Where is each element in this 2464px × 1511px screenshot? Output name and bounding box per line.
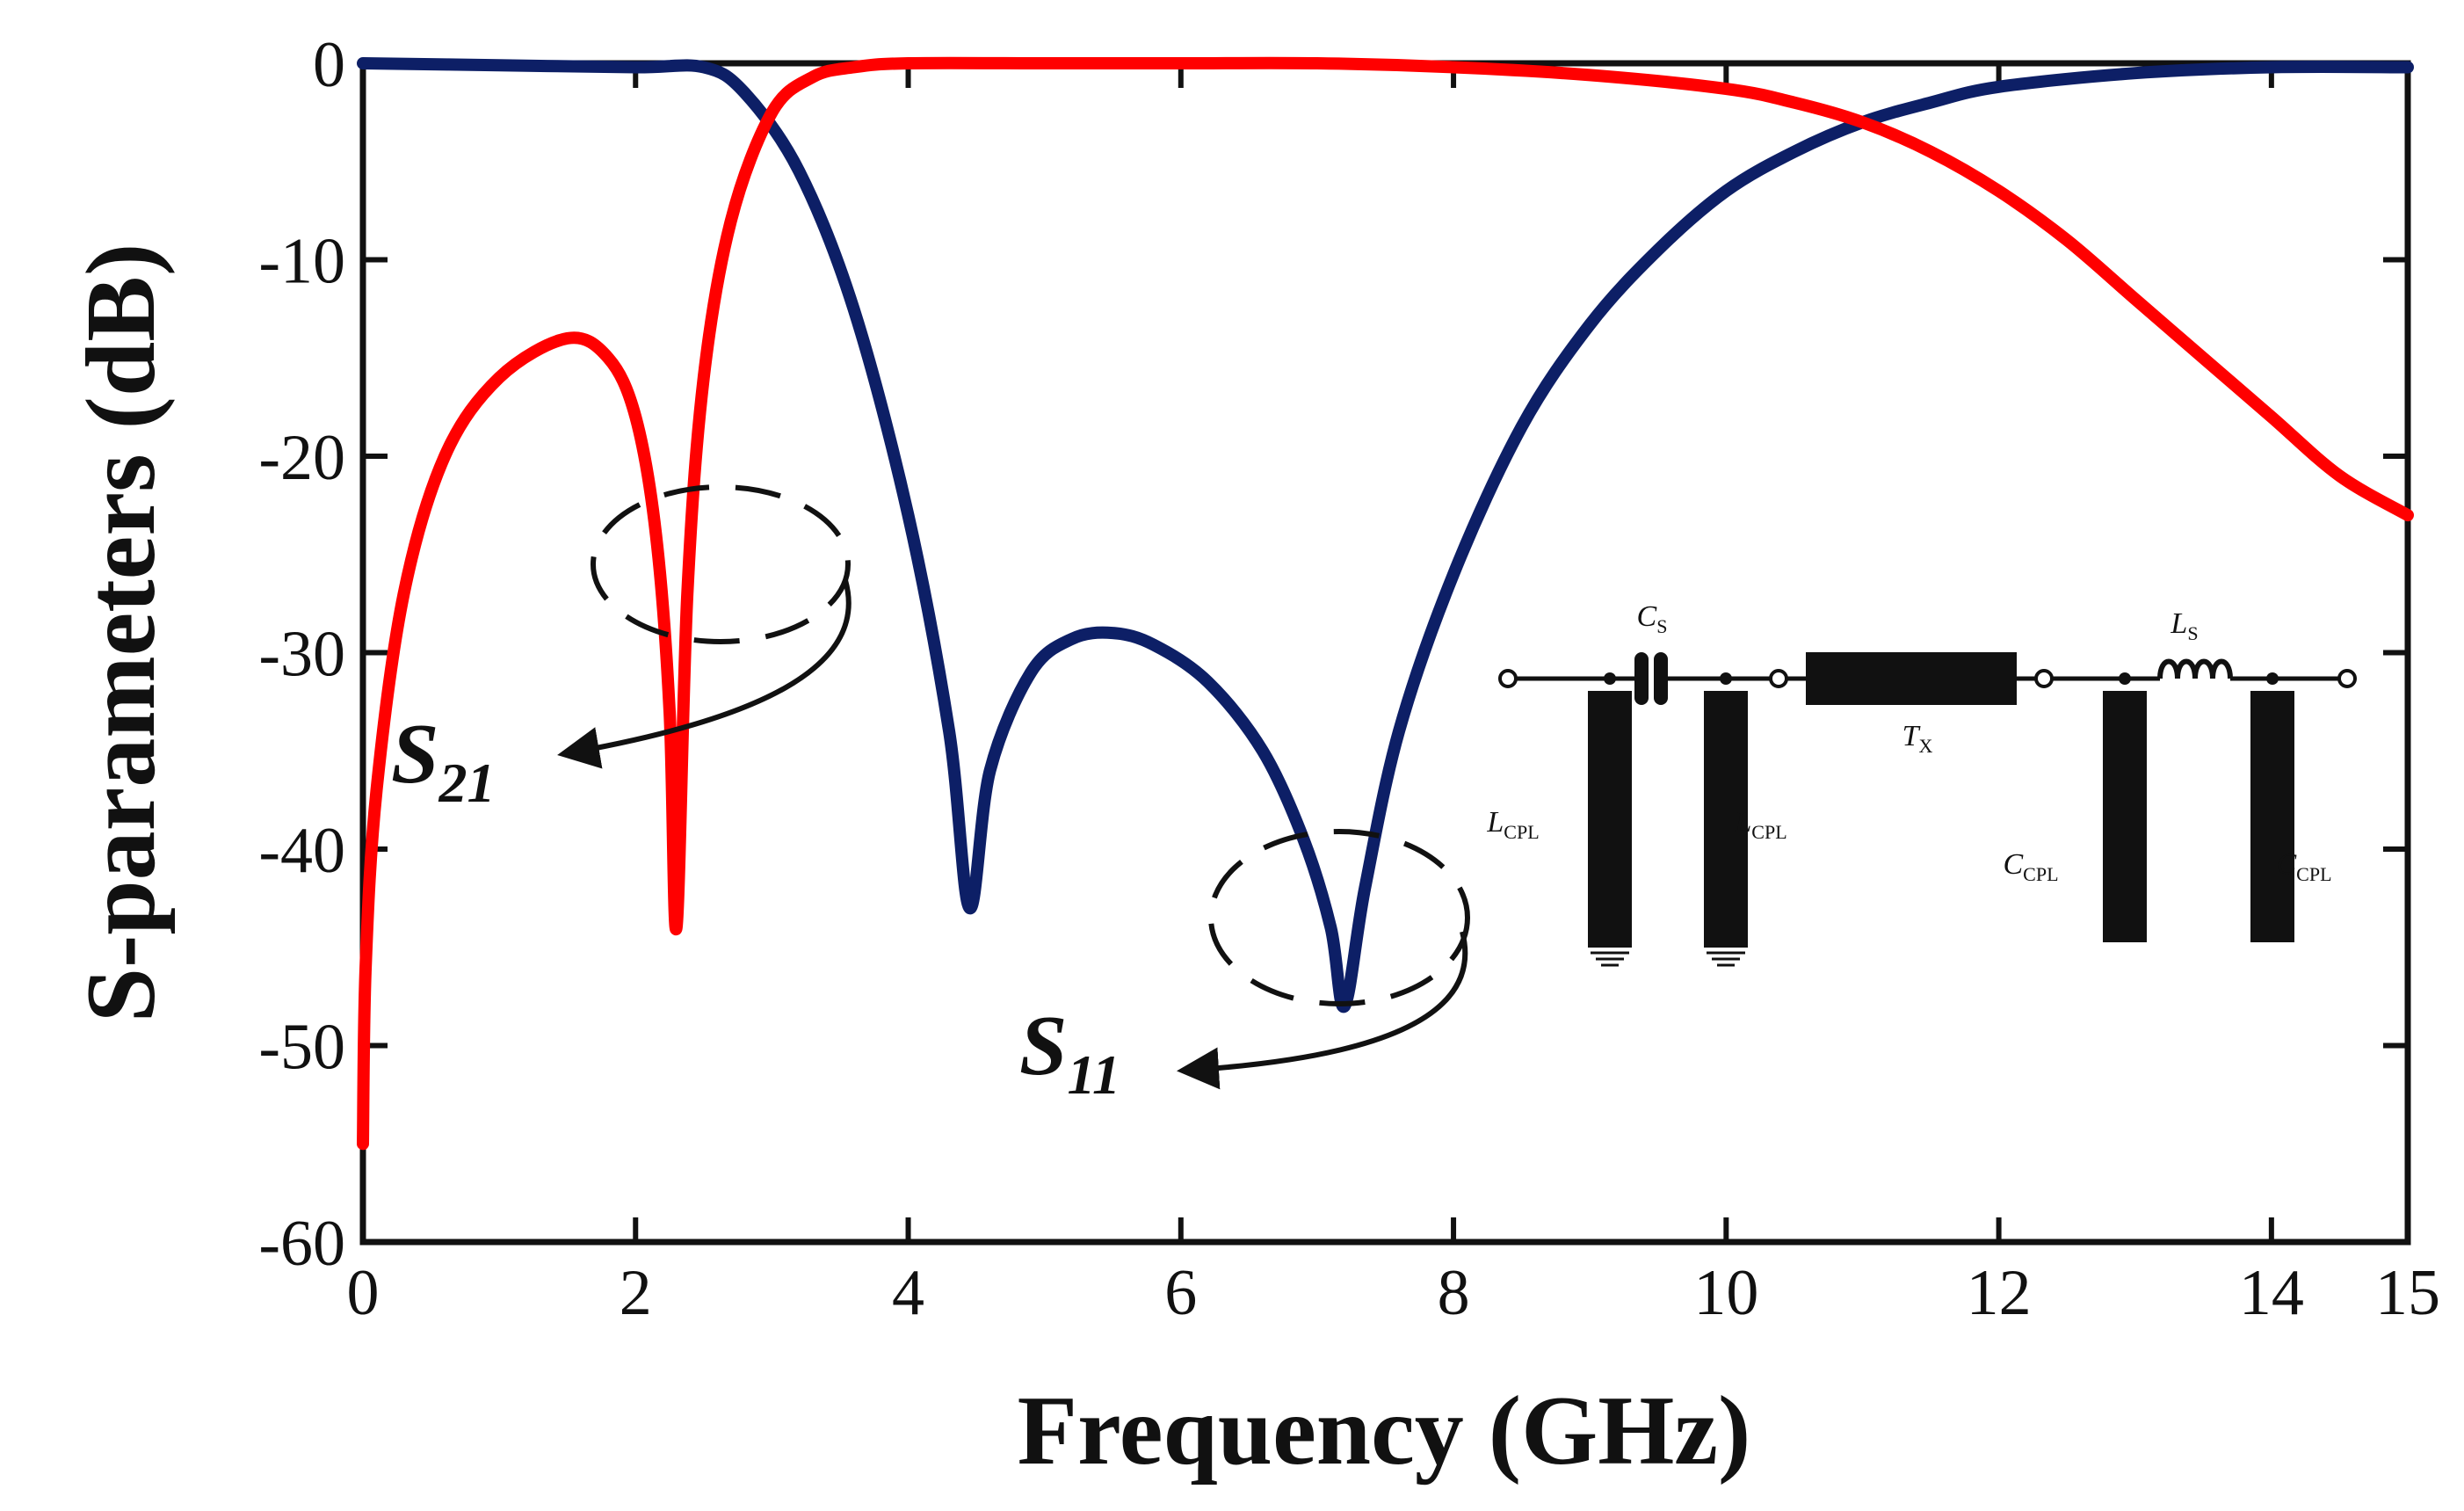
s21-arrow xyxy=(557,579,852,769)
series-line-s21 xyxy=(357,56,2414,1151)
circuit-label-sub: S xyxy=(1656,615,1667,637)
circuit-port xyxy=(2034,669,2054,688)
circuit-label-main: T xyxy=(1902,720,1921,752)
circuit-port xyxy=(1498,669,1518,688)
circuit-node xyxy=(1604,672,1616,685)
series-label-main: S xyxy=(1019,999,1068,1093)
circuit-label-sub: X xyxy=(1919,735,1933,757)
series-label-sub: 21 xyxy=(438,752,496,814)
y-tick-label: -30 xyxy=(258,619,345,691)
x-tick-label: 4 xyxy=(892,1257,924,1329)
x-tick-label: 12 xyxy=(1967,1257,2032,1329)
circuit-label: CS xyxy=(1637,600,1668,637)
x-tick-label: 10 xyxy=(1693,1257,1758,1329)
circuit-label: LS xyxy=(2170,607,2198,644)
inductor-coil xyxy=(2157,658,2233,679)
circuit-port xyxy=(2337,669,2357,688)
circuit-label-main: C xyxy=(2276,848,2296,881)
series-layer xyxy=(357,56,2414,1151)
y-tick-label: -40 xyxy=(258,815,345,887)
y-tick-label: -20 xyxy=(258,422,345,494)
x-tick-label: 2 xyxy=(620,1257,652,1329)
series-line-s11 xyxy=(357,57,2414,1013)
series-label-s11: S11 xyxy=(1019,999,1120,1106)
circuit-stub xyxy=(2103,691,2147,942)
y-tick-label: -10 xyxy=(258,226,345,298)
circuit-node xyxy=(1720,672,1732,685)
circuit-label-sub: S xyxy=(2187,622,2198,644)
x-tick-label: 0 xyxy=(347,1257,380,1329)
circuit-stub xyxy=(2250,691,2294,942)
capacitor-plate xyxy=(1634,652,1649,705)
capacitor-plate xyxy=(1654,652,1668,705)
series-label-s21: S21 xyxy=(391,707,496,814)
x-tick-label: 15 xyxy=(2375,1257,2440,1329)
y-tick-label: -50 xyxy=(258,1012,345,1084)
axis-ticks: 0 2 4 6 8 10 12 14 15 0 -10 -20 -30 -40 -50 -60 xyxy=(258,29,2440,1329)
circuit-label-sub: CPL xyxy=(2023,863,2058,885)
x-tick-label: 6 xyxy=(1164,1257,1197,1329)
circuit-node xyxy=(2119,672,2131,685)
circuit-label-main: C xyxy=(1637,600,1657,633)
s11-highlight-ellipse xyxy=(1208,829,1470,1006)
circuit-stub xyxy=(1588,691,1632,948)
circuit-port xyxy=(1769,669,1788,688)
circuit-label-sub: CPL xyxy=(2296,863,2331,885)
circuit-label: TX xyxy=(1902,720,1933,757)
circuit-node xyxy=(2266,672,2279,685)
s21-highlight-ellipse xyxy=(591,484,851,644)
circuit-stub xyxy=(1704,691,1748,948)
circuit-label: CCPL xyxy=(2003,848,2058,885)
circuit-label-main: C xyxy=(2003,848,2023,881)
x-tick-label: 14 xyxy=(2239,1257,2304,1329)
y-axis-title: S-parameters (dB) xyxy=(67,243,176,1022)
circuit-label-main: L xyxy=(1734,806,1751,839)
y-tick-label: -60 xyxy=(258,1208,345,1280)
circuit-label: LCPL xyxy=(1734,806,1786,843)
x-axis-title: Frequency (GHz) xyxy=(1018,1377,1751,1486)
circuit-label: CCPL xyxy=(2276,848,2331,885)
x-tick-label: 8 xyxy=(1438,1257,1470,1329)
y-tick-label: 0 xyxy=(313,29,345,101)
series-label-sub: 11 xyxy=(1068,1043,1120,1106)
s11-arrow xyxy=(1177,931,1468,1090)
circuit-label: LCPL xyxy=(1486,806,1539,843)
transmission-line-block xyxy=(1806,652,2017,705)
circuit-label-sub: CPL xyxy=(1504,821,1539,843)
circuit-label-sub: CPL xyxy=(1751,821,1786,843)
series-label-main: S xyxy=(391,707,439,802)
circuit-label-main: L xyxy=(2170,607,2187,640)
circuit-label-main: L xyxy=(1486,806,1504,839)
